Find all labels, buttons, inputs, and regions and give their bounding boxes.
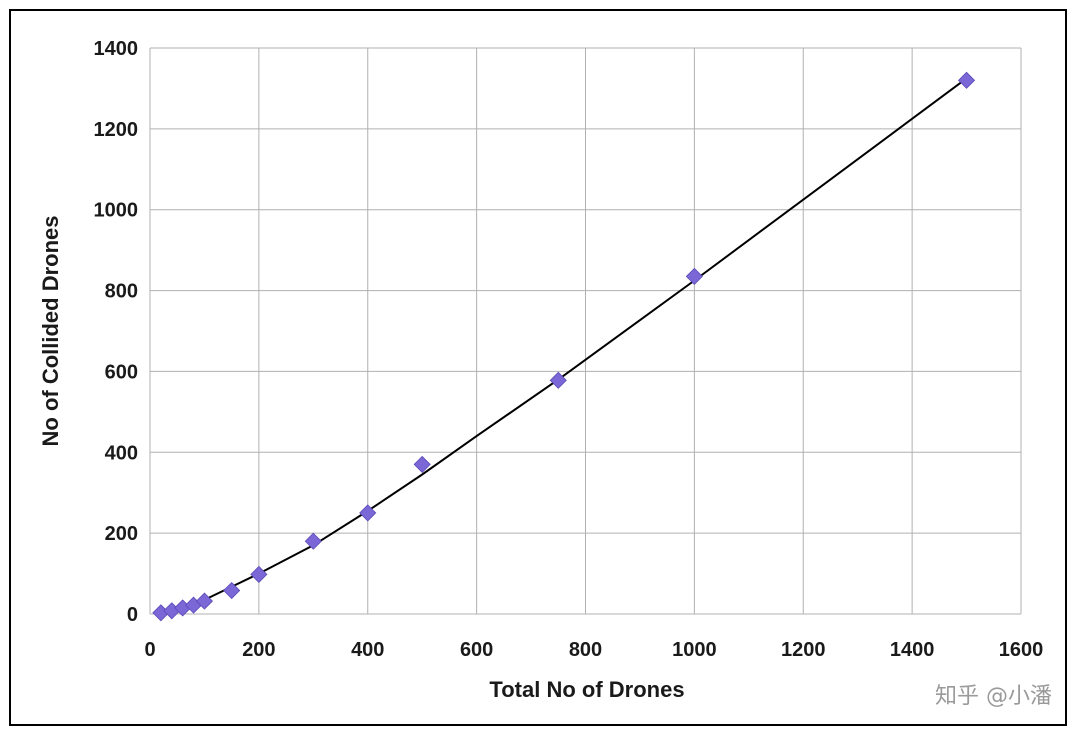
y-tick-label-5: 1000 xyxy=(94,200,139,222)
y-tick-label-4: 800 xyxy=(105,281,138,303)
x-tick-label-5: 1000 xyxy=(672,639,717,661)
data-point-11 xyxy=(685,267,703,285)
data-point-5 xyxy=(223,581,241,600)
data-point-12 xyxy=(957,71,976,89)
y-tick-label-3: 600 xyxy=(105,361,138,383)
x-axis-title: Total No of Drones xyxy=(489,677,684,702)
y-tick-label-1: 200 xyxy=(105,523,138,545)
data-point-4 xyxy=(195,592,214,610)
data-points xyxy=(152,71,976,622)
x-tick-label-8: 1600 xyxy=(999,639,1044,661)
x-tick-label-3: 600 xyxy=(460,639,493,661)
y-tick-label-0: 0 xyxy=(127,604,138,626)
trendline-group xyxy=(176,77,968,613)
watermark-text: 知乎 @小潘 xyxy=(935,684,1052,709)
x-tick-label-4: 800 xyxy=(569,639,602,661)
x-tick-label-7: 1400 xyxy=(890,639,935,661)
y-tick-label-7: 1400 xyxy=(94,38,139,60)
x-tick-label-2: 400 xyxy=(351,639,384,661)
x-tick-label-6: 1200 xyxy=(781,639,826,661)
data-point-10 xyxy=(549,371,567,389)
y-tick-labels: 0 200 400 600 800 1000 1200 1400 xyxy=(94,38,139,626)
data-point-7 xyxy=(304,532,322,550)
y-tick-label-2: 400 xyxy=(105,442,138,464)
data-point-6 xyxy=(250,565,268,583)
data-point-8 xyxy=(359,504,377,522)
data-point-9 xyxy=(413,455,431,473)
y-tick-label-6: 1200 xyxy=(94,119,139,141)
trendline xyxy=(176,77,968,613)
grid xyxy=(149,47,1022,615)
y-axis-title: No of Collided Drones xyxy=(38,216,63,447)
x-tick-labels: 0 200 400 600 800 1000 1200 1400 1600 xyxy=(144,639,1043,661)
x-tick-label-0: 0 xyxy=(144,639,155,661)
x-tick-label-1: 200 xyxy=(242,639,275,661)
